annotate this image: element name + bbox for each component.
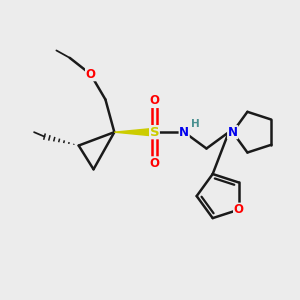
Text: O: O bbox=[85, 68, 96, 81]
Polygon shape bbox=[114, 128, 154, 136]
Text: O: O bbox=[149, 157, 160, 170]
Text: H: H bbox=[191, 119, 200, 129]
Text: N: N bbox=[179, 126, 189, 139]
Text: N: N bbox=[228, 126, 238, 139]
Text: S: S bbox=[150, 126, 159, 139]
Text: O: O bbox=[234, 203, 244, 216]
Text: O: O bbox=[149, 94, 160, 107]
